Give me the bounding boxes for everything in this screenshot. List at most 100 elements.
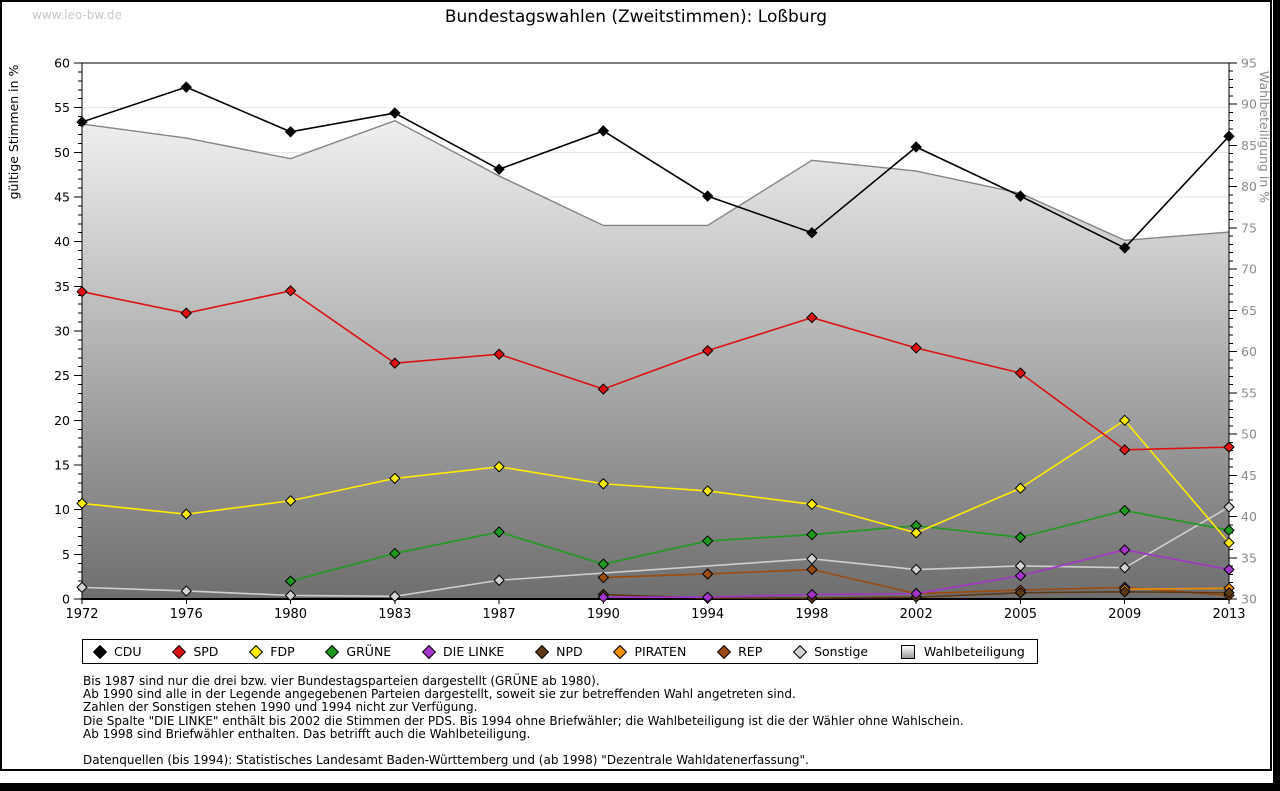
svg-text:65: 65 — [1241, 303, 1257, 318]
data-point — [910, 342, 922, 354]
footnote-line: Ab 1998 sind Briefwähler enthalten. Das … — [83, 726, 531, 741]
data-point — [910, 587, 922, 600]
data-point — [1223, 587, 1235, 599]
data-point — [1119, 504, 1131, 517]
svg-text:1990: 1990 — [587, 607, 620, 622]
svg-text:5: 5 — [62, 547, 70, 562]
spd-diamond-icon — [172, 644, 187, 659]
legend-label: REP — [738, 644, 763, 659]
data-point — [76, 116, 88, 128]
data-point — [493, 163, 505, 176]
data-point — [493, 461, 505, 473]
data-point — [806, 227, 818, 239]
data-point — [284, 575, 297, 587]
series-GRÜNE — [284, 504, 1235, 587]
data-point — [389, 547, 401, 560]
data-point — [806, 528, 818, 541]
svg-text:95: 95 — [1241, 56, 1257, 71]
svg-text:35: 35 — [54, 279, 70, 294]
data-point — [180, 508, 192, 520]
watermark-leo-bw: www.leo-bw.de — [32, 8, 122, 22]
legend-label: PIRATEN — [634, 644, 687, 659]
series-DIE LINKE — [597, 544, 1235, 603]
data-point — [389, 472, 401, 485]
series-SPD — [76, 285, 1235, 456]
piraten-diamond-icon — [613, 644, 628, 659]
data-point — [597, 125, 610, 137]
data-point — [76, 285, 88, 298]
svg-text:30: 30 — [54, 324, 70, 339]
svg-text:20: 20 — [54, 413, 70, 428]
data-point — [389, 590, 401, 603]
data-point — [493, 348, 505, 360]
footnotes: Bis 1987 sind nur die drei bzw. vier Bun… — [83, 674, 1223, 768]
svg-text:30: 30 — [1241, 592, 1257, 607]
footnote-line: Die Spalte "DIE LINKE" enthält bis 2002 … — [83, 713, 964, 728]
data-point — [1119, 586, 1131, 598]
svg-text:40: 40 — [1241, 509, 1257, 524]
svg-text:55: 55 — [54, 100, 70, 115]
footnote-line: Zahlen der Sonstigen stehen 1990 und 199… — [83, 700, 478, 715]
svg-text:55: 55 — [1241, 385, 1257, 400]
wahlbeteiligung-area — [81, 119, 1230, 599]
data-point — [1119, 242, 1131, 254]
wahlbeteiligung-square-icon — [900, 644, 915, 659]
legend-item-die-linke: DIE LINKE — [421, 644, 505, 659]
data-point — [1223, 524, 1235, 536]
legend-label: SPD — [193, 644, 219, 659]
svg-text:1994: 1994 — [691, 607, 724, 622]
data-point — [1223, 130, 1235, 142]
svg-text:85: 85 — [1241, 138, 1257, 153]
svg-text:2005: 2005 — [1004, 607, 1037, 622]
svg-text:70: 70 — [1241, 262, 1257, 277]
data-point — [806, 563, 818, 576]
data-point — [1119, 544, 1131, 556]
legend-label: Sonstige — [814, 644, 869, 659]
data-point — [701, 535, 714, 547]
svg-text:1983: 1983 — [378, 607, 411, 622]
data-point — [597, 571, 610, 584]
data-point — [806, 311, 818, 324]
legend-label: GRÜNE — [346, 644, 392, 659]
data-point — [180, 81, 192, 93]
series-plot — [76, 81, 1235, 604]
data-point — [389, 357, 401, 369]
data-point — [806, 588, 818, 601]
svg-text:Wahlbeteiligung in %: Wahlbeteiligung in % — [1257, 71, 1270, 203]
data-point — [389, 107, 401, 119]
svg-text:90: 90 — [1241, 97, 1257, 112]
footnote-line: Ab 1990 sind alle in der Legende angegeb… — [83, 687, 796, 702]
axis-tick-labels: 0 5 10 15 20 25 30 35 40 45 50 55 60 30 35 40 45 50 55 60 65… — [54, 56, 1257, 623]
legend-label: FDP — [270, 644, 295, 659]
sonstige-diamond-icon — [792, 644, 808, 659]
die-linke-diamond-icon — [421, 644, 437, 659]
svg-text:15: 15 — [54, 458, 70, 473]
svg-text:2002: 2002 — [900, 607, 933, 622]
svg-text:40: 40 — [54, 234, 70, 249]
svg-text:10: 10 — [54, 502, 70, 517]
data-point — [597, 478, 610, 490]
data-point — [1119, 444, 1131, 456]
svg-text:75: 75 — [1241, 220, 1257, 235]
svg-text:35: 35 — [1241, 550, 1257, 565]
data-source-line: Datenquellen (bis 1994): Statistisches L… — [83, 753, 809, 768]
data-point — [76, 497, 88, 510]
data-point — [701, 591, 714, 603]
legend-item-spd: SPD — [172, 644, 219, 659]
legend-item-wahlbeteiligung: Wahlbeteiligung — [900, 644, 1025, 659]
legend: CDU SPD FDP GRÜNE DIE LINKE — [82, 639, 1038, 664]
footnote-line: Bis 1987 sind nur die drei bzw. vier Bun… — [83, 674, 600, 688]
data-point — [1223, 501, 1235, 513]
data-point — [180, 585, 192, 597]
legend-label: DIE LINKE — [443, 644, 505, 659]
data-point — [493, 574, 505, 586]
data-point — [1223, 441, 1235, 453]
data-point — [1223, 563, 1235, 576]
data-point — [910, 563, 922, 576]
svg-text:1976: 1976 — [170, 607, 203, 622]
data-point — [1014, 190, 1027, 202]
fdp-diamond-icon — [249, 644, 264, 659]
svg-text:1987: 1987 — [483, 607, 516, 622]
